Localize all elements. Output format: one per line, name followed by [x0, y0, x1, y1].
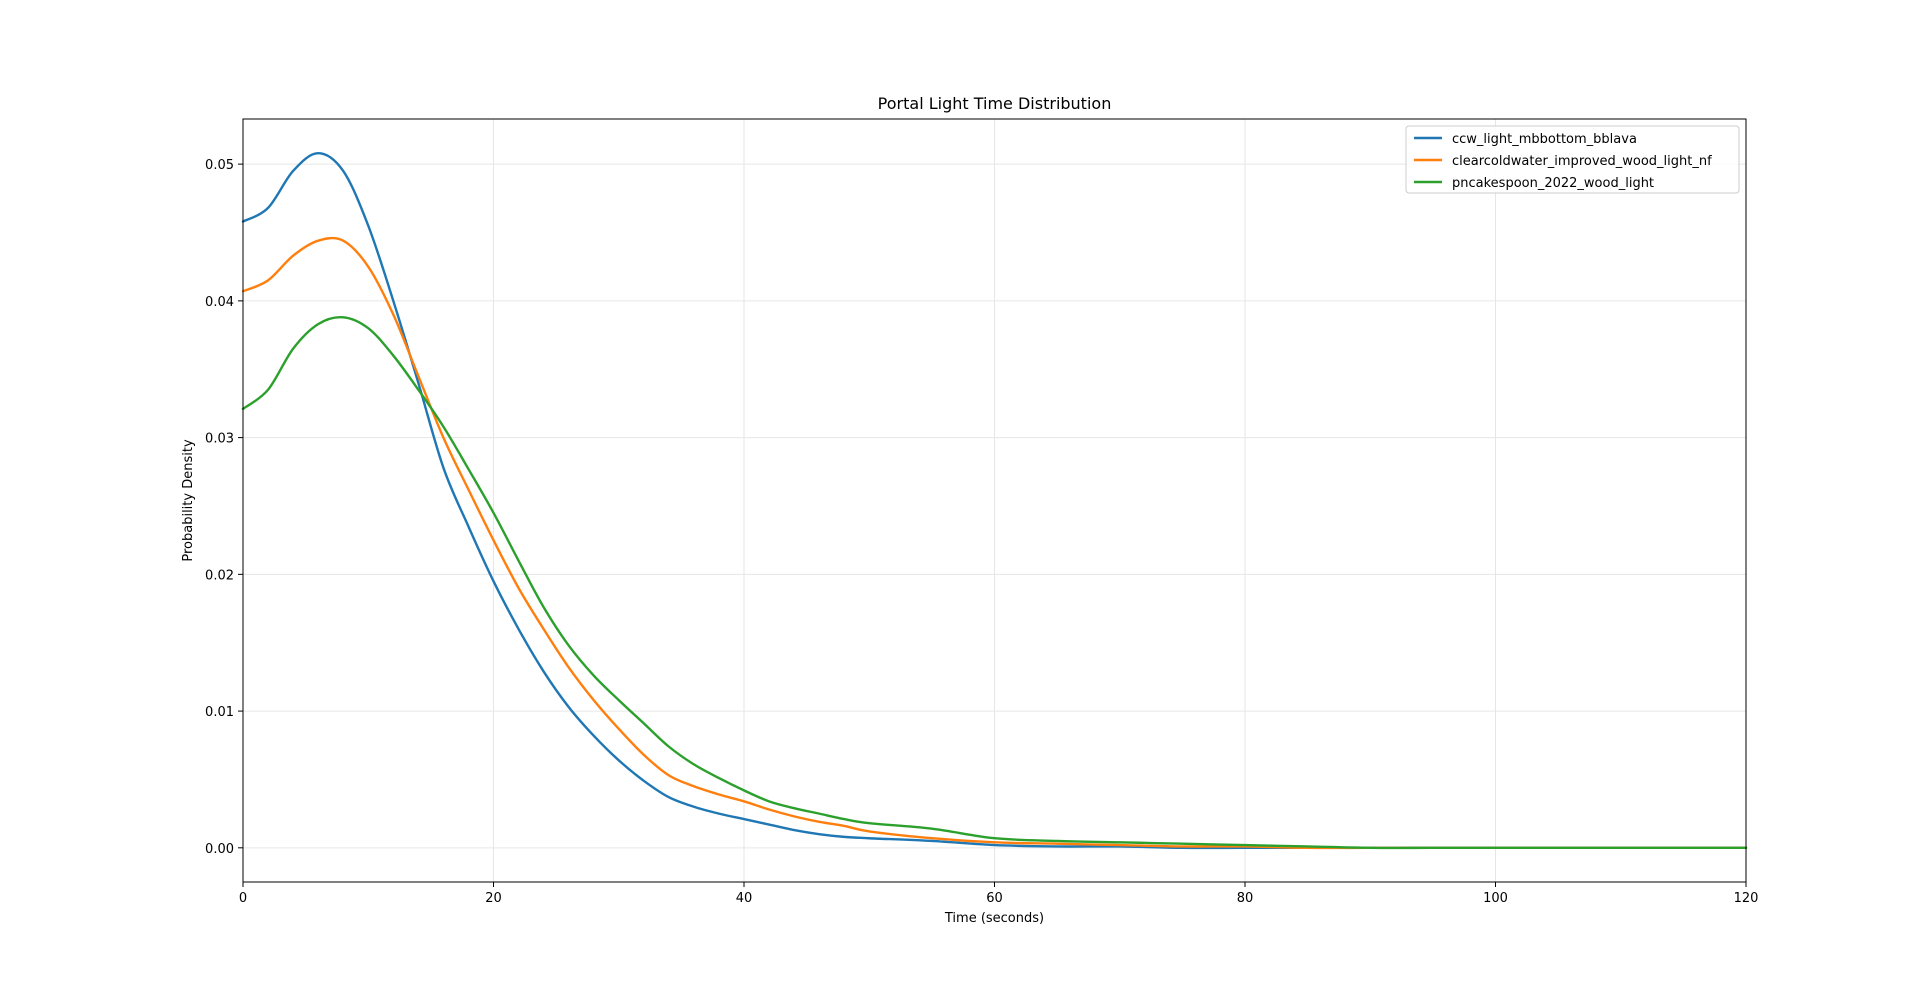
- legend: ccw_light_mbbottom_bblava clearcoldwater_…: [1405, 125, 1740, 194]
- x-tick-label: 40: [736, 891, 753, 906]
- series-line-3: [241, 315, 1748, 850]
- series-line-2: [241, 236, 1748, 850]
- x-tick-label: 80: [1237, 891, 1254, 906]
- y-tick-label: 0.00: [205, 842, 234, 857]
- y-tick-label: 0.03: [205, 432, 234, 447]
- x-tick-label: 100: [1483, 891, 1508, 906]
- x-tick-label: 0: [239, 891, 247, 906]
- legend-box: [1405, 125, 1740, 194]
- legend-label-3: pncakespoon_2022_wood_light: [1452, 176, 1654, 191]
- x-axis-label: Time (seconds): [944, 911, 1044, 926]
- legend-label-1: ccw_light_mbbottom_bblava: [1452, 132, 1637, 147]
- x-tick-label: 60: [986, 891, 1003, 906]
- y-tick-label: 0.02: [205, 568, 234, 583]
- series-lines: [241, 151, 1748, 850]
- y-tick-label: 0.05: [205, 158, 234, 173]
- grid: [242, 119, 1747, 882]
- y-tick-label: 0.01: [205, 705, 234, 720]
- x-tick-label: 20: [485, 891, 502, 906]
- y-tick-label: 0.04: [205, 295, 234, 310]
- x-tick-label: 120: [1734, 891, 1759, 906]
- ticks: 0 20 40 60 80 100 120 0.00 0.01 0.02 0.03 0.04 0.05: [205, 158, 1758, 906]
- y-axis-label: Probability Density: [181, 439, 196, 562]
- chart-title: Portal Light Time Distribution: [878, 94, 1112, 113]
- legend-label-2: clearcoldwater_improved_wood_light_nf: [1452, 154, 1712, 169]
